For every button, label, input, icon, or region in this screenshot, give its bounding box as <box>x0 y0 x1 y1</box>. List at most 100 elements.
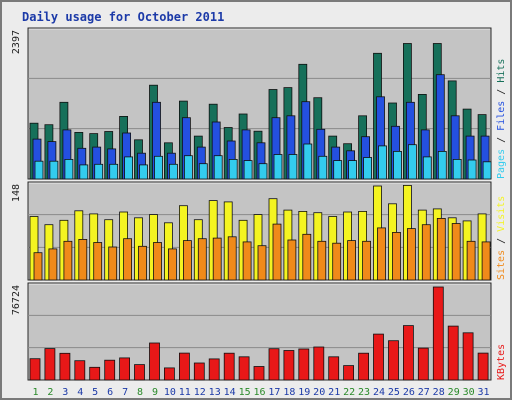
bar-sites-day-10 <box>167 248 177 281</box>
day-label-7: 7 <box>122 387 128 398</box>
bar-pages-day-9 <box>154 155 163 180</box>
bar-sites-day-13 <box>212 237 222 281</box>
bar-pages-day-16 <box>258 163 268 180</box>
bar-pages-day-12 <box>198 163 208 180</box>
day-label-13: 13 <box>209 387 221 398</box>
bar-sites-day-11 <box>182 240 192 281</box>
day-label-10: 10 <box>164 387 176 398</box>
bar-pages-day-31 <box>482 161 492 180</box>
bar-sites-day-15 <box>242 241 252 281</box>
bar-pages-day-28 <box>437 150 447 180</box>
day-label-2: 2 <box>47 387 53 398</box>
bar-kbytes-day-31 <box>477 352 489 381</box>
chart-panel-1: 2397 Pages / Files / Hits <box>11 27 507 180</box>
bar-sites-day-2 <box>48 248 58 281</box>
bar-kbytes-day-12 <box>193 362 205 381</box>
bar-kbytes-day-22 <box>343 365 355 381</box>
chart-panel-3: 76724 KBytes <box>11 282 507 381</box>
bar-sites-day-5 <box>93 242 103 281</box>
side-legend-kbytes: KBytes <box>496 344 507 380</box>
day-label-16: 16 <box>253 387 265 398</box>
bar-pages-day-3 <box>64 158 74 180</box>
bar-pages-day-7 <box>124 156 133 180</box>
bar-pages-day-5 <box>94 163 104 180</box>
bar-kbytes-day-1 <box>29 358 41 381</box>
side-legend-visits: Visits <box>496 196 507 232</box>
side-legend-separator: / <box>496 232 507 250</box>
side-legend: KBytes <box>496 344 507 380</box>
day-label-22: 22 <box>343 387 355 398</box>
day-label-15: 15 <box>239 387 251 398</box>
bar-pages-day-8 <box>139 164 148 180</box>
day-label-23: 23 <box>358 387 370 398</box>
bar-sites-day-7 <box>123 238 132 281</box>
bar-sites-day-26 <box>406 228 416 281</box>
bar-sites-day-23 <box>362 240 372 281</box>
side-legend: Pages / Files / Hits <box>496 59 507 179</box>
bar-kbytes-day-4 <box>74 360 86 381</box>
bar-sites-day-30 <box>466 240 476 281</box>
side-legend: Sites / Visits <box>496 196 507 280</box>
bar-kbytes-day-8 <box>134 364 145 381</box>
side-legend-separator: / <box>496 131 507 149</box>
day-label-18: 18 <box>283 387 295 398</box>
bar-kbytes-day-26 <box>402 325 414 381</box>
bar-pages-day-19 <box>303 143 313 180</box>
bar-pages-day-22 <box>348 160 358 180</box>
day-label-21: 21 <box>328 387 340 398</box>
day-label-25: 25 <box>388 387 400 398</box>
bar-sites-day-4 <box>78 238 88 281</box>
bar-sites-day-29 <box>451 223 461 281</box>
bar-kbytes-day-11 <box>178 352 190 381</box>
bar-sites-day-22 <box>347 240 357 281</box>
day-label-19: 19 <box>298 387 310 398</box>
bar-sites-day-24 <box>377 227 386 281</box>
day-label-31: 31 <box>477 387 489 398</box>
bar-pages-day-1 <box>34 160 44 180</box>
bar-pages-day-18 <box>288 154 298 180</box>
bar-kbytes-day-13 <box>208 358 220 381</box>
day-label-26: 26 <box>403 387 415 398</box>
bar-sites-day-27 <box>421 224 431 281</box>
bar-sites-day-18 <box>287 239 297 281</box>
bar-sites-day-19 <box>302 233 312 281</box>
day-label-4: 4 <box>77 387 83 398</box>
chart-panel-2: 148 Sites / Visits <box>11 181 507 281</box>
day-label-12: 12 <box>194 387 206 398</box>
day-label-28: 28 <box>433 387 445 398</box>
bar-pages-day-23 <box>363 157 373 180</box>
bar-kbytes-day-19 <box>298 348 310 381</box>
bar-kbytes-day-5 <box>89 366 101 381</box>
bar-kbytes-day-18 <box>283 350 295 381</box>
bar-sites-day-3 <box>63 240 73 281</box>
bar-pages-day-13 <box>213 155 223 180</box>
bar-pages-day-29 <box>452 158 462 180</box>
y-max-label: 2397 <box>11 30 22 54</box>
bar-pages-day-4 <box>79 164 89 180</box>
bar-kbytes-day-21 <box>328 356 340 381</box>
bar-pages-day-17 <box>273 154 283 180</box>
y-max-label: 148 <box>11 184 22 202</box>
day-label-9: 9 <box>152 387 158 398</box>
day-label-30: 30 <box>463 387 475 398</box>
bar-kbytes-day-25 <box>388 340 399 381</box>
bar-kbytes-day-7 <box>119 357 130 381</box>
bar-kbytes-day-23 <box>358 352 370 381</box>
day-label-27: 27 <box>418 387 430 398</box>
bar-kbytes-day-27 <box>417 347 429 381</box>
side-legend-hits: Hits <box>496 59 507 83</box>
day-label-20: 20 <box>313 387 325 398</box>
bar-kbytes-day-30 <box>462 332 474 381</box>
bar-pages-day-21 <box>333 160 343 180</box>
day-label-6: 6 <box>107 387 113 398</box>
day-label-29: 29 <box>448 387 460 398</box>
side-legend-separator: / <box>496 83 507 101</box>
bar-kbytes-day-29 <box>447 325 459 381</box>
day-label-3: 3 <box>62 387 68 398</box>
bar-kbytes-day-9 <box>149 342 160 381</box>
bar-pages-day-2 <box>49 160 59 180</box>
side-legend-sites: Sites <box>496 250 507 280</box>
bar-pages-day-15 <box>243 160 253 180</box>
bar-sites-day-25 <box>392 231 401 281</box>
